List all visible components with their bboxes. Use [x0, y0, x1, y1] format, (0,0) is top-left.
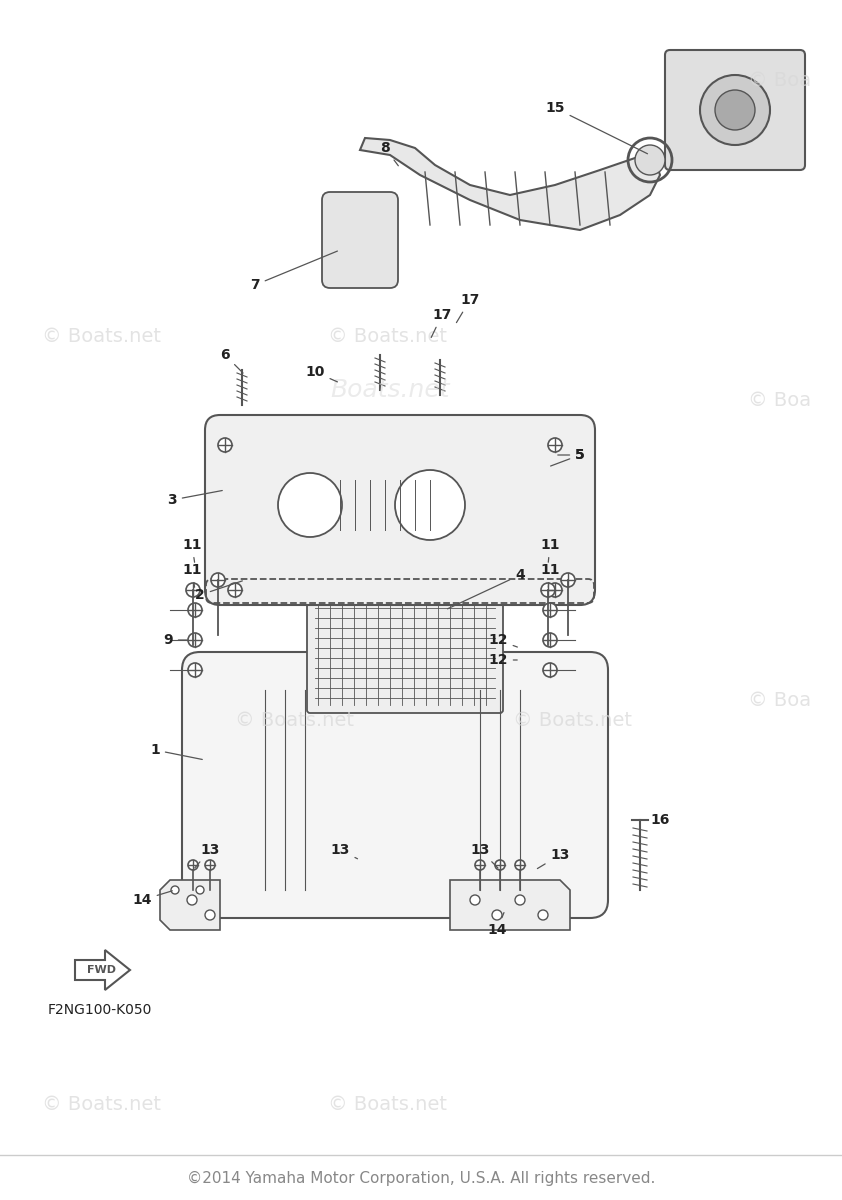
Text: 12: 12 [488, 653, 517, 667]
Text: 11: 11 [182, 538, 202, 563]
Text: 12: 12 [488, 634, 517, 647]
Circle shape [548, 583, 562, 596]
FancyBboxPatch shape [322, 192, 398, 288]
Text: © Boats.net: © Boats.net [328, 326, 447, 346]
Text: © Boats.net: © Boats.net [235, 710, 354, 730]
Text: 5: 5 [557, 448, 585, 462]
Text: © Boa: © Boa [749, 71, 812, 90]
Circle shape [188, 860, 198, 870]
Circle shape [171, 886, 179, 894]
Circle shape [187, 895, 197, 905]
Polygon shape [75, 950, 130, 990]
FancyBboxPatch shape [307, 596, 503, 713]
Circle shape [492, 910, 502, 920]
Text: © Boats.net: © Boats.net [328, 1094, 447, 1114]
Text: 4: 4 [447, 568, 525, 608]
Text: F2NG100-K050: F2NG100-K050 [48, 1003, 152, 1018]
Text: FWD: FWD [88, 965, 116, 974]
Circle shape [395, 470, 465, 540]
Text: 13: 13 [537, 848, 570, 869]
Text: 10: 10 [306, 365, 338, 382]
Text: © Boats.net: © Boats.net [41, 1094, 161, 1114]
Text: 1: 1 [150, 743, 202, 760]
Text: © Boats.net: © Boats.net [41, 326, 161, 346]
Text: 6: 6 [221, 348, 243, 373]
FancyBboxPatch shape [665, 50, 805, 170]
Circle shape [541, 583, 555, 596]
FancyBboxPatch shape [205, 415, 595, 605]
Circle shape [635, 145, 665, 175]
Circle shape [218, 438, 232, 452]
Circle shape [543, 602, 557, 617]
Circle shape [543, 662, 557, 677]
Circle shape [186, 583, 200, 596]
Circle shape [495, 860, 505, 870]
Text: 7: 7 [250, 251, 338, 292]
Polygon shape [450, 880, 570, 930]
Text: 3: 3 [168, 491, 222, 506]
Text: 9: 9 [163, 634, 187, 647]
Text: 16: 16 [642, 814, 669, 827]
Text: 11: 11 [541, 563, 560, 587]
Circle shape [715, 90, 755, 130]
Circle shape [228, 583, 242, 596]
Text: 13: 13 [471, 842, 498, 868]
FancyBboxPatch shape [182, 652, 608, 918]
Circle shape [515, 860, 525, 870]
Text: 17: 17 [431, 308, 451, 337]
Polygon shape [160, 880, 220, 930]
Circle shape [196, 886, 204, 894]
Circle shape [475, 860, 485, 870]
Circle shape [548, 438, 562, 452]
Circle shape [211, 572, 225, 587]
Text: 13: 13 [330, 842, 358, 859]
Text: 5: 5 [551, 448, 585, 466]
Text: © Boats.net: © Boats.net [513, 710, 632, 730]
Circle shape [188, 634, 202, 647]
Text: 11: 11 [541, 538, 560, 563]
Text: 14: 14 [488, 912, 507, 937]
Text: 8: 8 [380, 140, 398, 166]
Circle shape [538, 910, 548, 920]
Text: Boats.net: Boats.net [330, 378, 450, 402]
Text: 17: 17 [456, 293, 480, 323]
Text: © Boa: © Boa [749, 390, 812, 409]
Circle shape [543, 634, 557, 647]
Circle shape [188, 662, 202, 677]
Circle shape [188, 602, 202, 617]
Text: 15: 15 [546, 101, 647, 154]
Circle shape [561, 572, 575, 587]
Polygon shape [360, 138, 660, 230]
Text: 2: 2 [195, 581, 242, 602]
Circle shape [278, 473, 342, 538]
Circle shape [515, 895, 525, 905]
Text: 13: 13 [195, 842, 220, 868]
Circle shape [470, 895, 480, 905]
Circle shape [205, 910, 215, 920]
Text: 11: 11 [182, 563, 202, 587]
Text: ©2014 Yamaha Motor Corporation, U.S.A. All rights reserved.: ©2014 Yamaha Motor Corporation, U.S.A. A… [187, 1170, 655, 1186]
Text: 14: 14 [132, 890, 173, 907]
Circle shape [700, 74, 770, 145]
Text: © Boa: © Boa [749, 690, 812, 709]
Circle shape [205, 860, 215, 870]
